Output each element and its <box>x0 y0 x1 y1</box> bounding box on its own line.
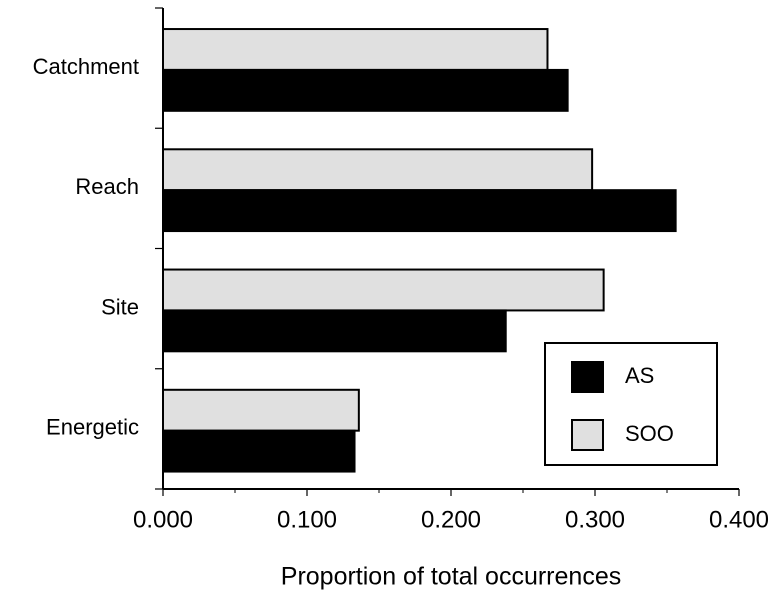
bar <box>162 429 356 473</box>
legend-label: SOO <box>625 421 674 446</box>
x-tick-label: 0.100 <box>277 506 337 533</box>
bar <box>162 148 594 192</box>
x-tick-label: 0.400 <box>709 506 769 533</box>
bar <box>162 28 549 71</box>
bar <box>162 189 677 233</box>
x-tick-label: 0.200 <box>421 506 481 533</box>
x-tick-label: 0.000 <box>133 506 193 533</box>
x-tick-label: 0.300 <box>565 506 625 533</box>
bar <box>162 268 605 312</box>
y-tick-label: Reach <box>75 174 139 199</box>
legend-box <box>544 342 718 466</box>
legend-swatch <box>571 419 604 451</box>
y-tick-label: Site <box>101 294 139 319</box>
y-tick-label: Catchment <box>33 54 139 79</box>
x-axis-label: Proportion of total occurrences <box>281 563 621 591</box>
y-tick-label: Energetic <box>46 415 139 440</box>
legend-label: AS <box>625 363 654 388</box>
bar <box>162 388 360 432</box>
bar <box>162 68 569 112</box>
bar <box>162 309 507 353</box>
legend-swatch <box>571 361 604 393</box>
legend: AS SOO <box>544 342 718 466</box>
